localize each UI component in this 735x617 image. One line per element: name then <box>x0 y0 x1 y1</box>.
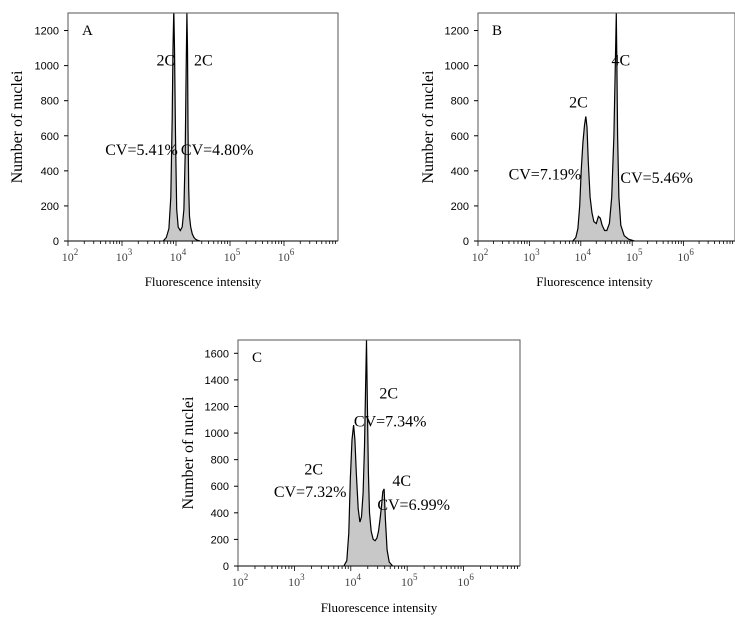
x-tick-label: 105 <box>626 247 643 264</box>
x-tick-label: 106 <box>677 247 694 264</box>
y-tick-label: 600 <box>41 131 59 143</box>
y-tick-label: 200 <box>451 201 469 213</box>
panel-b: 0 200 400 600 800 1000 1200 102 103 104 105 106 Fluo… <box>420 12 735 289</box>
x-tick-label: 104 <box>345 572 362 589</box>
plot-frame <box>67 12 339 241</box>
y-tick-label: 1400 <box>205 375 229 387</box>
peak-annotation: CV=7.32% <box>274 484 347 501</box>
histogram-area <box>343 340 393 566</box>
y-tick-label: 0 <box>53 236 59 248</box>
peak-annotation: CV=6.99% <box>377 497 450 514</box>
x-tick-label: 103 <box>523 247 540 264</box>
peak-annotation: 4C <box>611 53 630 70</box>
y-tick-label: 800 <box>41 96 59 108</box>
x-tick-label: 103 <box>116 247 133 264</box>
y-tick-label: 600 <box>451 131 469 143</box>
x-tick-label: 106 <box>278 247 295 264</box>
x-tick-label: 106 <box>457 572 474 589</box>
x-axis-label: Fluorescence intensity <box>536 274 653 289</box>
y-tick-label: 1200 <box>35 26 59 38</box>
peak-annotation: 2C <box>379 385 398 402</box>
y-tick-label: 200 <box>41 201 59 213</box>
histogram-line <box>162 13 201 241</box>
y-tick-label: 1200 <box>205 401 229 413</box>
y-tick-label: 1000 <box>205 428 229 440</box>
plot-frame <box>237 339 521 566</box>
histogram-area <box>572 13 635 241</box>
y-tick-label: 0 <box>223 561 229 573</box>
y-tick-label: 400 <box>451 166 469 178</box>
peak-annotation: CV=7.19% <box>509 167 582 184</box>
y-tick-label: 0 <box>463 236 469 248</box>
y-tick-label: 400 <box>41 166 59 178</box>
y-tick-label: 1000 <box>445 61 469 73</box>
peak-annotation: 2C <box>157 53 176 70</box>
y-tick-label: 1200 <box>445 26 469 38</box>
y-tick-label: 800 <box>211 455 229 467</box>
peak-annotation: 2C <box>304 461 323 478</box>
panel-letter: B <box>492 23 502 39</box>
x-tick-label: 102 <box>472 247 489 264</box>
x-tick-label: 102 <box>232 572 249 589</box>
x-tick-label: 105 <box>401 572 418 589</box>
x-tick-label: 103 <box>288 572 305 589</box>
y-tick-label: 1600 <box>205 348 229 360</box>
y-tick-label: 400 <box>211 508 229 520</box>
x-tick-label: 102 <box>62 247 79 264</box>
y-tick-label: 600 <box>211 481 229 493</box>
peak-annotation: 2C <box>194 53 213 70</box>
panel-a: 0 200 400 600 800 1000 1200 102 103 104 105 106 Fluo… <box>9 12 339 289</box>
y-axis-label: Number of nuclei <box>9 70 26 183</box>
y-axis-label: Number of nuclei <box>420 70 437 183</box>
x-axis-label: Fluorescence intensity <box>145 274 262 289</box>
peak-annotation: CV=5.46% <box>620 170 693 187</box>
y-tick-label: 800 <box>451 96 469 108</box>
x-tick-label: 104 <box>575 247 592 264</box>
histogram-area <box>163 13 201 241</box>
peak-annotation: CV=5.41% <box>105 142 178 159</box>
y-axis-label: Number of nuclei <box>180 396 197 509</box>
x-tick-label: 104 <box>170 247 187 264</box>
x-tick-label: 105 <box>224 247 241 264</box>
peak-annotation: 2C <box>569 95 588 112</box>
y-tick-label: 1000 <box>35 61 59 73</box>
panel-c: 0 200 400 600 800 1000 1200 1400 1600 102 103 104 10… <box>180 339 521 615</box>
y-tick-label: 200 <box>211 534 229 546</box>
peak-annotation: CV=7.34% <box>354 413 427 430</box>
panel-letter: C <box>252 350 262 366</box>
peak-annotation: 4C <box>392 473 411 490</box>
x-axis-label: Fluorescence intensity <box>321 600 438 615</box>
peak-annotation: CV=4.80% <box>181 142 254 159</box>
panel-letter: A <box>82 23 93 39</box>
histogram-line <box>343 340 394 566</box>
plot-frame <box>477 12 735 241</box>
histogram-line <box>572 13 635 241</box>
